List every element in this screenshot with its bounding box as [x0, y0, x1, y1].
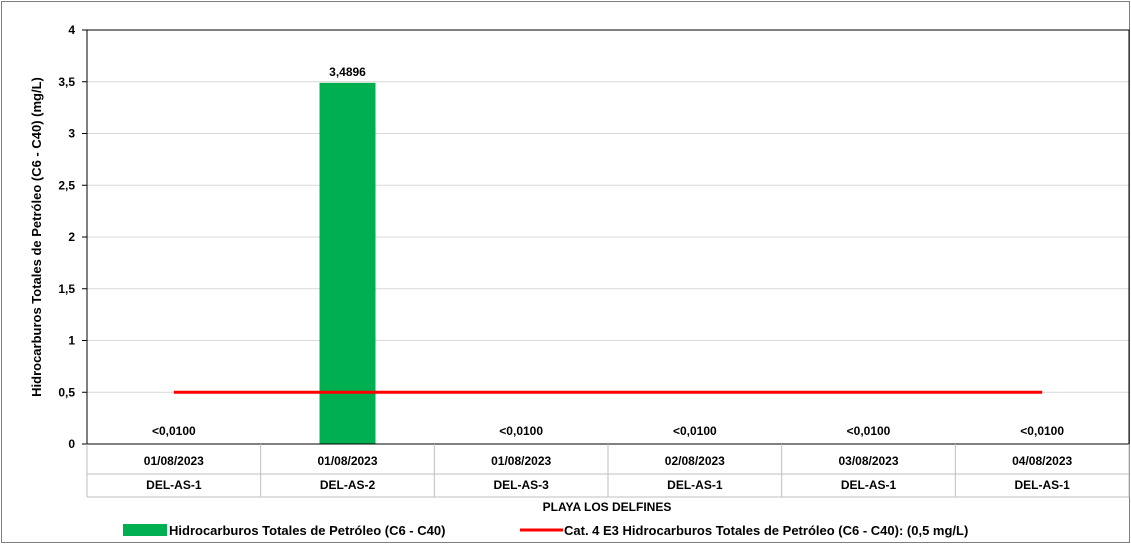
- x-axis-title: PLAYA LOS DELFINES: [543, 500, 672, 514]
- data-label: <0,0100: [499, 424, 543, 438]
- category-station-label: DEL-AS-1: [667, 478, 723, 492]
- data-label: <0,0100: [673, 424, 717, 438]
- data-label: <0,0100: [1020, 424, 1064, 438]
- legend-label-line: Cat. 4 E3 Hidrocarburos Totales de Petró…: [564, 523, 968, 538]
- legend: Hidrocarburos Totales de Petróleo (C6 - …: [123, 523, 968, 538]
- legend-label-bar: Hidrocarburos Totales de Petróleo (C6 - …: [169, 523, 445, 538]
- category-station-label: DEL-AS-3: [493, 478, 549, 492]
- legend-swatch-bar: [123, 524, 167, 536]
- category-station-label: DEL-AS-2: [320, 478, 376, 492]
- category-station-label: DEL-AS-1: [146, 478, 202, 492]
- category-axis: 01/08/2023 DEL-AS-1 01/08/2023 DEL-AS-2 01/0…: [86, 444, 1130, 498]
- y-tick-label: 4: [68, 23, 75, 37]
- y-tick-label: 0,5: [58, 385, 75, 399]
- y-tick-label: 3,5: [58, 75, 75, 89]
- y-tick-label: 2,5: [58, 178, 75, 192]
- category-date-label: 01/08/2023: [491, 454, 551, 468]
- category-station-label: DEL-AS-1: [841, 478, 897, 492]
- category-date-label: 01/08/2023: [144, 454, 204, 468]
- data-labels: <0,0100 3,4896 <0,0100 <0,0100 <0,0100 <0,010…: [152, 65, 1064, 438]
- y-axis-ticks: 0 0,5 1 1,5 2 2,5 3 3,5 4: [58, 23, 87, 451]
- category-date-label: 04/08/2023: [1012, 454, 1072, 468]
- category-station-label: DEL-AS-1: [1014, 478, 1070, 492]
- data-label: <0,0100: [847, 424, 891, 438]
- category-date-label: 03/08/2023: [838, 454, 898, 468]
- bars: [319, 82, 376, 444]
- y-axis-title: Hidrocarburos Totales de Petróleo (C6 - …: [29, 77, 44, 397]
- category-date-label: 01/08/2023: [317, 454, 377, 468]
- y-tick-label: 1: [68, 334, 75, 348]
- y-tick-label: 1,5: [58, 282, 75, 296]
- y-tick-label: 2: [68, 230, 75, 244]
- bar: [319, 82, 376, 444]
- y-tick-label: 0: [68, 437, 75, 451]
- data-label: 3,4896: [329, 65, 366, 79]
- category-date-label: 02/08/2023: [665, 454, 725, 468]
- y-tick-label: 3: [68, 127, 75, 141]
- data-label: <0,0100: [152, 424, 196, 438]
